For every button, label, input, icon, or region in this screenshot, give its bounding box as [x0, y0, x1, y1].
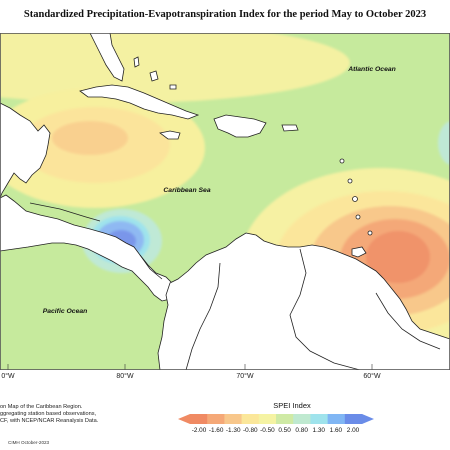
border-guyana [375, 292, 441, 350]
label-pacific: Pacific Ocean [43, 308, 88, 315]
border-panama [139, 254, 163, 280]
note-line-1: on Map of the Caribbean Region. [0, 404, 83, 410]
legend-swatch [310, 414, 328, 424]
land-bahamas-2 [149, 70, 159, 82]
land-trinidad [351, 246, 367, 258]
legend-swatch [293, 414, 311, 424]
longitude-label-80w: 80°W [116, 373, 134, 380]
land [0, 33, 450, 370]
land-south-america [157, 232, 450, 370]
legend-swatch [258, 414, 277, 424]
note-line-2: ggregating station based observations, [0, 411, 97, 417]
legend-tick-label: -2.00 [191, 427, 207, 434]
legend-tick-label: -1.30 [225, 427, 241, 434]
legend-tick-label: 0.50 [278, 427, 291, 434]
field-north-atlantic [0, 33, 350, 103]
note-line-3: CF, with NCEP/NCAR Reanalysis Data. [0, 418, 99, 424]
legend-colorbar [178, 414, 374, 424]
legend-swatch [327, 414, 346, 424]
land-florida [89, 33, 125, 82]
legend-swatch [190, 414, 208, 424]
field-yucatan-inner [52, 121, 128, 155]
land-bahamas-1 [133, 56, 140, 68]
land-antilles-3 [352, 196, 358, 202]
legend-tick-label: 1.30 [312, 427, 325, 434]
legend-swatch [207, 414, 225, 424]
label-caribbean: Caribbean Sea [163, 187, 210, 194]
land-antilles-4 [355, 214, 361, 220]
land-antilles-2 [347, 178, 353, 184]
legend-arrow-left [178, 414, 190, 424]
land-cuba [79, 84, 200, 120]
field-se-core [366, 231, 430, 283]
border-venezuela [289, 248, 361, 370]
legend-tick-label: -1.60 [208, 427, 224, 434]
land-antilles-5 [367, 230, 373, 236]
legend-swatch [344, 414, 363, 424]
legend-swatch [241, 414, 260, 424]
legend-tick-label: -0.50 [260, 427, 275, 434]
longitude-label-70w: 70°W [236, 373, 254, 380]
spei-map: Atlantic Ocean Caribbean Sea Pacific Oce… [0, 33, 450, 370]
land-puerto-rico [281, 124, 299, 132]
border-honduras [29, 202, 101, 222]
map-title: Standardized Precipitation-Evapotranspir… [23, 9, 427, 20]
legend-title: SPEI Index [273, 401, 311, 410]
legend-tick-label: 0.80 [295, 427, 308, 434]
legend-arrow-right [362, 414, 374, 424]
legend-tick-label: 2.00 [346, 427, 360, 434]
legend-tick-label: 1.60 [329, 427, 343, 434]
land-central-america [0, 102, 51, 199]
land-hispaniola [213, 114, 267, 138]
border-colombia [185, 262, 221, 370]
land-bahamas-3 [169, 84, 177, 90]
label-atlantic: Atlantic Ocean [347, 66, 396, 73]
longitude-label-90w: 0°W [1, 373, 15, 380]
land-jamaica [159, 130, 181, 140]
land-antilles-1 [339, 158, 345, 164]
legend-swatch [224, 414, 242, 424]
legend-tick-label: -0.80 [243, 427, 258, 434]
longitude-label-60w: 60°W [363, 373, 381, 380]
legend-swatch [276, 414, 294, 424]
field-wet-east [438, 121, 450, 165]
credit: CIMH October-2023 [8, 440, 50, 445]
